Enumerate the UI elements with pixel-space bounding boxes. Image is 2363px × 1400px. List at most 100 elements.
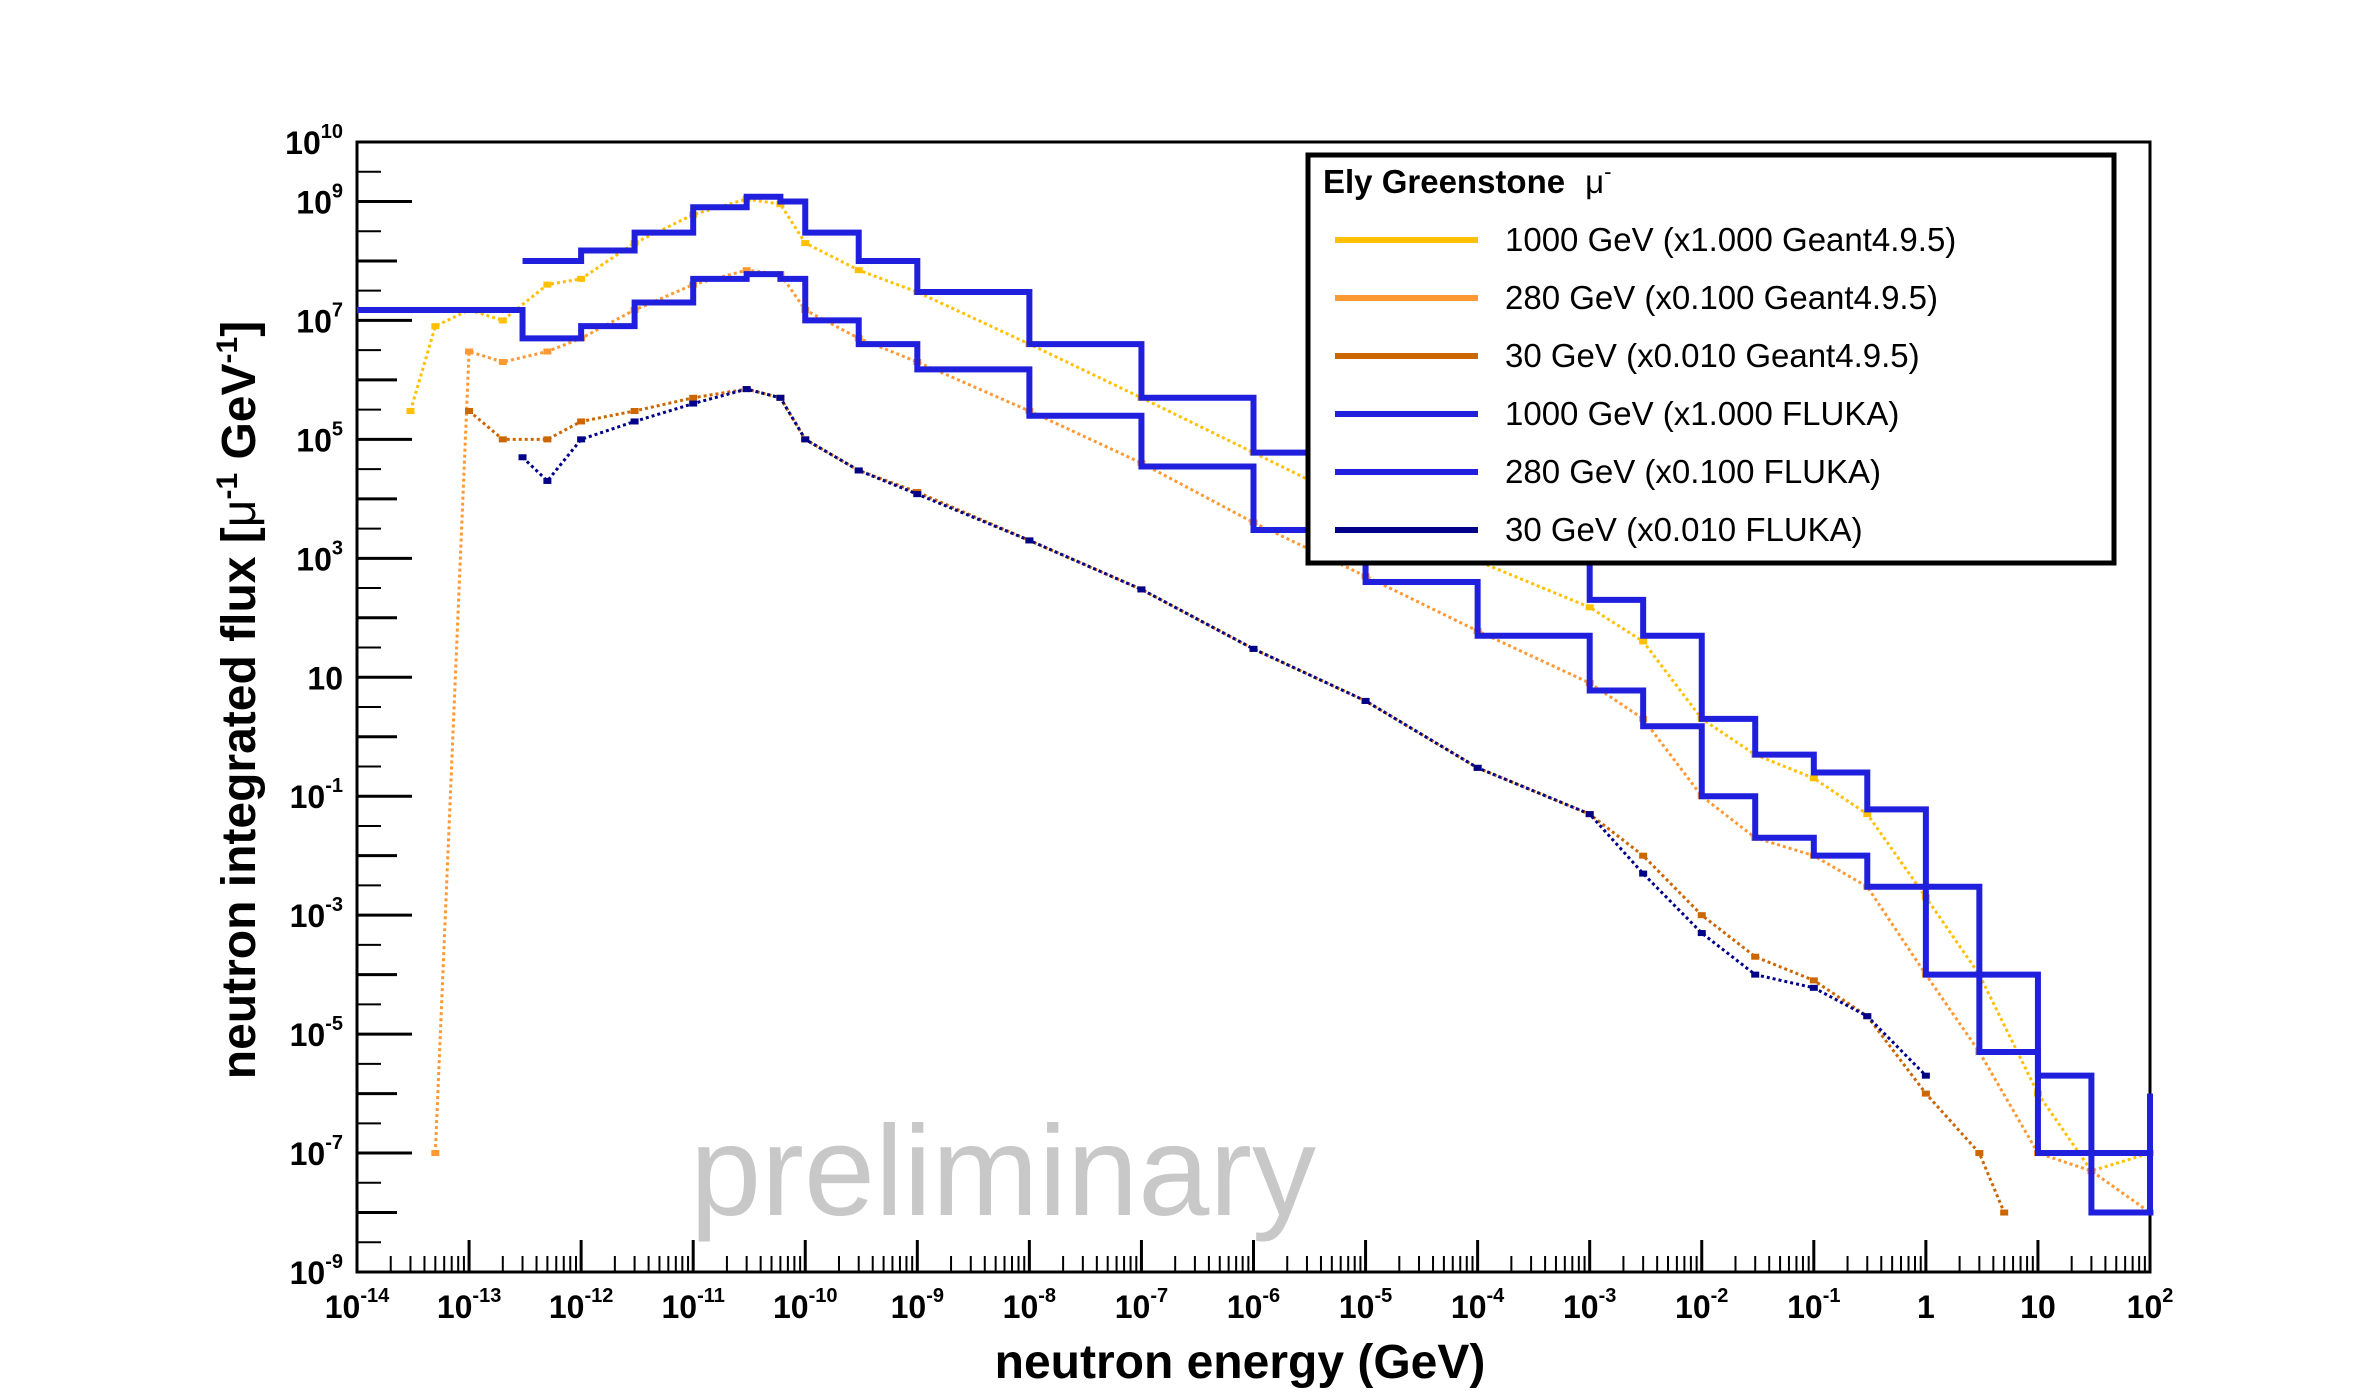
data-point [630, 418, 639, 425]
legend: Ely Greenstone μ- 1000 GeV (x1.000 Geant4… [1305, 152, 2117, 566]
data-point [543, 281, 552, 288]
x-tick-label: 10-14 [325, 1285, 390, 1325]
data-point [465, 348, 474, 355]
data-point [1697, 930, 1706, 937]
data-point [1361, 697, 1370, 704]
data-point [498, 436, 507, 443]
legend-title: Ely Greenstone [1323, 163, 1565, 200]
data-point [1863, 811, 1872, 818]
data-point [543, 477, 552, 484]
data-point [498, 358, 507, 365]
legend-title-particle-sup: - [1604, 159, 1611, 184]
data-point [465, 407, 474, 414]
preliminary-watermark: preliminary [690, 1100, 1316, 1243]
y-tick-label: 107 [296, 299, 343, 339]
y-tick-label: 103 [296, 537, 343, 577]
x-tick-label: 10-4 [1451, 1285, 1505, 1325]
data-point [1809, 977, 1818, 984]
data-point [1751, 953, 1760, 960]
y-tick-label: 105 [296, 418, 343, 458]
legend-entry-label: 30 GeV (x0.010 FLUKA) [1505, 511, 1863, 548]
data-point [577, 275, 586, 282]
y-axis-title-mu: μ [213, 500, 266, 528]
data-point [1921, 1072, 1930, 1079]
data-point [1809, 984, 1818, 991]
data-point [1921, 1090, 1930, 1097]
x-tick-label: 10-13 [437, 1285, 502, 1325]
legend-entry-label: 280 GeV (x0.100 Geant4.9.5) [1505, 279, 1938, 316]
y-axis-title-close: ] [213, 321, 266, 337]
data-point [1697, 912, 1706, 919]
x-tick-label: 10 [2020, 1289, 2056, 1325]
data-point [577, 418, 586, 425]
data-point [1639, 638, 1648, 645]
x-tick-label: 10-11 [661, 1285, 724, 1325]
data-point [1639, 852, 1648, 859]
x-axis-title: neutron energy (GeV) [995, 1336, 1486, 1389]
data-point [431, 323, 440, 330]
data-point [689, 394, 698, 401]
legend-title-particle: μ [1585, 163, 1604, 200]
data-point [1863, 1013, 1872, 1020]
series-5 [518, 386, 1930, 1079]
y-tick-label: 1010 [285, 121, 343, 161]
data-point [431, 1150, 440, 1157]
svg-text:neutron integrated flux [μ-1 G: neutron integrated flux [μ-1 GeV-1] [211, 321, 266, 1079]
y-axis-title-base: neutron integrated flux [ [213, 527, 266, 1079]
y-axis: 1010 109 107 105 103 10 10-1 10-3 10-5 10-7 10-9 [285, 121, 412, 1291]
y-axis-title: neutron integrated flux [μ-1 GeV-1] [211, 321, 266, 1079]
x-tick-label: 102 [2127, 1285, 2174, 1325]
data-point [1639, 870, 1648, 877]
x-tick-label: 10-9 [891, 1285, 944, 1325]
data-point [913, 491, 922, 498]
x-axis: 10-14 10-13 10-12 10-11 10-10 10-9 10-8 10-7 10-… [325, 1240, 2174, 1325]
data-point [689, 400, 698, 407]
data-point [406, 407, 415, 414]
y-tick-label: 10-7 [290, 1132, 343, 1172]
x-tick-label: 10-2 [1675, 1285, 1728, 1325]
x-tick-label: 10-1 [1787, 1285, 1840, 1325]
x-tick-label: 10-6 [1227, 1285, 1280, 1325]
data-point [742, 386, 751, 393]
data-point [776, 394, 785, 401]
y-tick-label: 10-9 [290, 1251, 343, 1291]
legend-entry-label: 1000 GeV (x1.000 Geant4.9.5) [1505, 221, 1956, 258]
data-point [1137, 586, 1146, 593]
y-axis-title-gev: GeV [213, 363, 266, 472]
data-point [1751, 971, 1760, 978]
data-point [518, 454, 527, 461]
y-tick-label: 109 [296, 180, 343, 220]
x-tick-label: 10-12 [549, 1285, 614, 1325]
data-point [854, 467, 863, 474]
legend-entry-label: 1000 GeV (x1.000 FLUKA) [1505, 395, 1899, 432]
legend-entry-label: 280 GeV (x0.100 FLUKA) [1505, 453, 1881, 490]
y-tick-label: 10-5 [290, 1013, 343, 1053]
data-point [577, 436, 586, 443]
data-point [1585, 811, 1594, 818]
y-axis-title-sup1: -1 [211, 473, 244, 500]
y-axis-title-sup2: -1 [211, 337, 244, 364]
y-tick-label: 10-3 [290, 894, 343, 934]
data-point [1809, 775, 1818, 782]
data-point [854, 267, 863, 274]
data-point [1585, 604, 1594, 611]
data-point [742, 267, 751, 274]
x-tick-label: 10-3 [1563, 1285, 1616, 1325]
data-point [801, 240, 810, 247]
x-tick-label: 10-5 [1339, 1285, 1392, 1325]
series-line [521, 387, 1927, 1077]
data-point [801, 436, 810, 443]
data-point [498, 317, 507, 324]
x-tick-label: 10-8 [1003, 1285, 1056, 1325]
data-point [630, 407, 639, 414]
data-point [1473, 764, 1482, 771]
legend-entry-label: 30 GeV (x0.010 Geant4.9.5) [1505, 337, 1920, 374]
y-tick-label: 10 [307, 660, 343, 696]
data-point [543, 348, 552, 355]
data-point [1975, 1150, 1984, 1157]
x-tick-label: 10-7 [1115, 1285, 1168, 1325]
data-point [543, 436, 552, 443]
x-tick-label: 10-10 [773, 1285, 838, 1325]
